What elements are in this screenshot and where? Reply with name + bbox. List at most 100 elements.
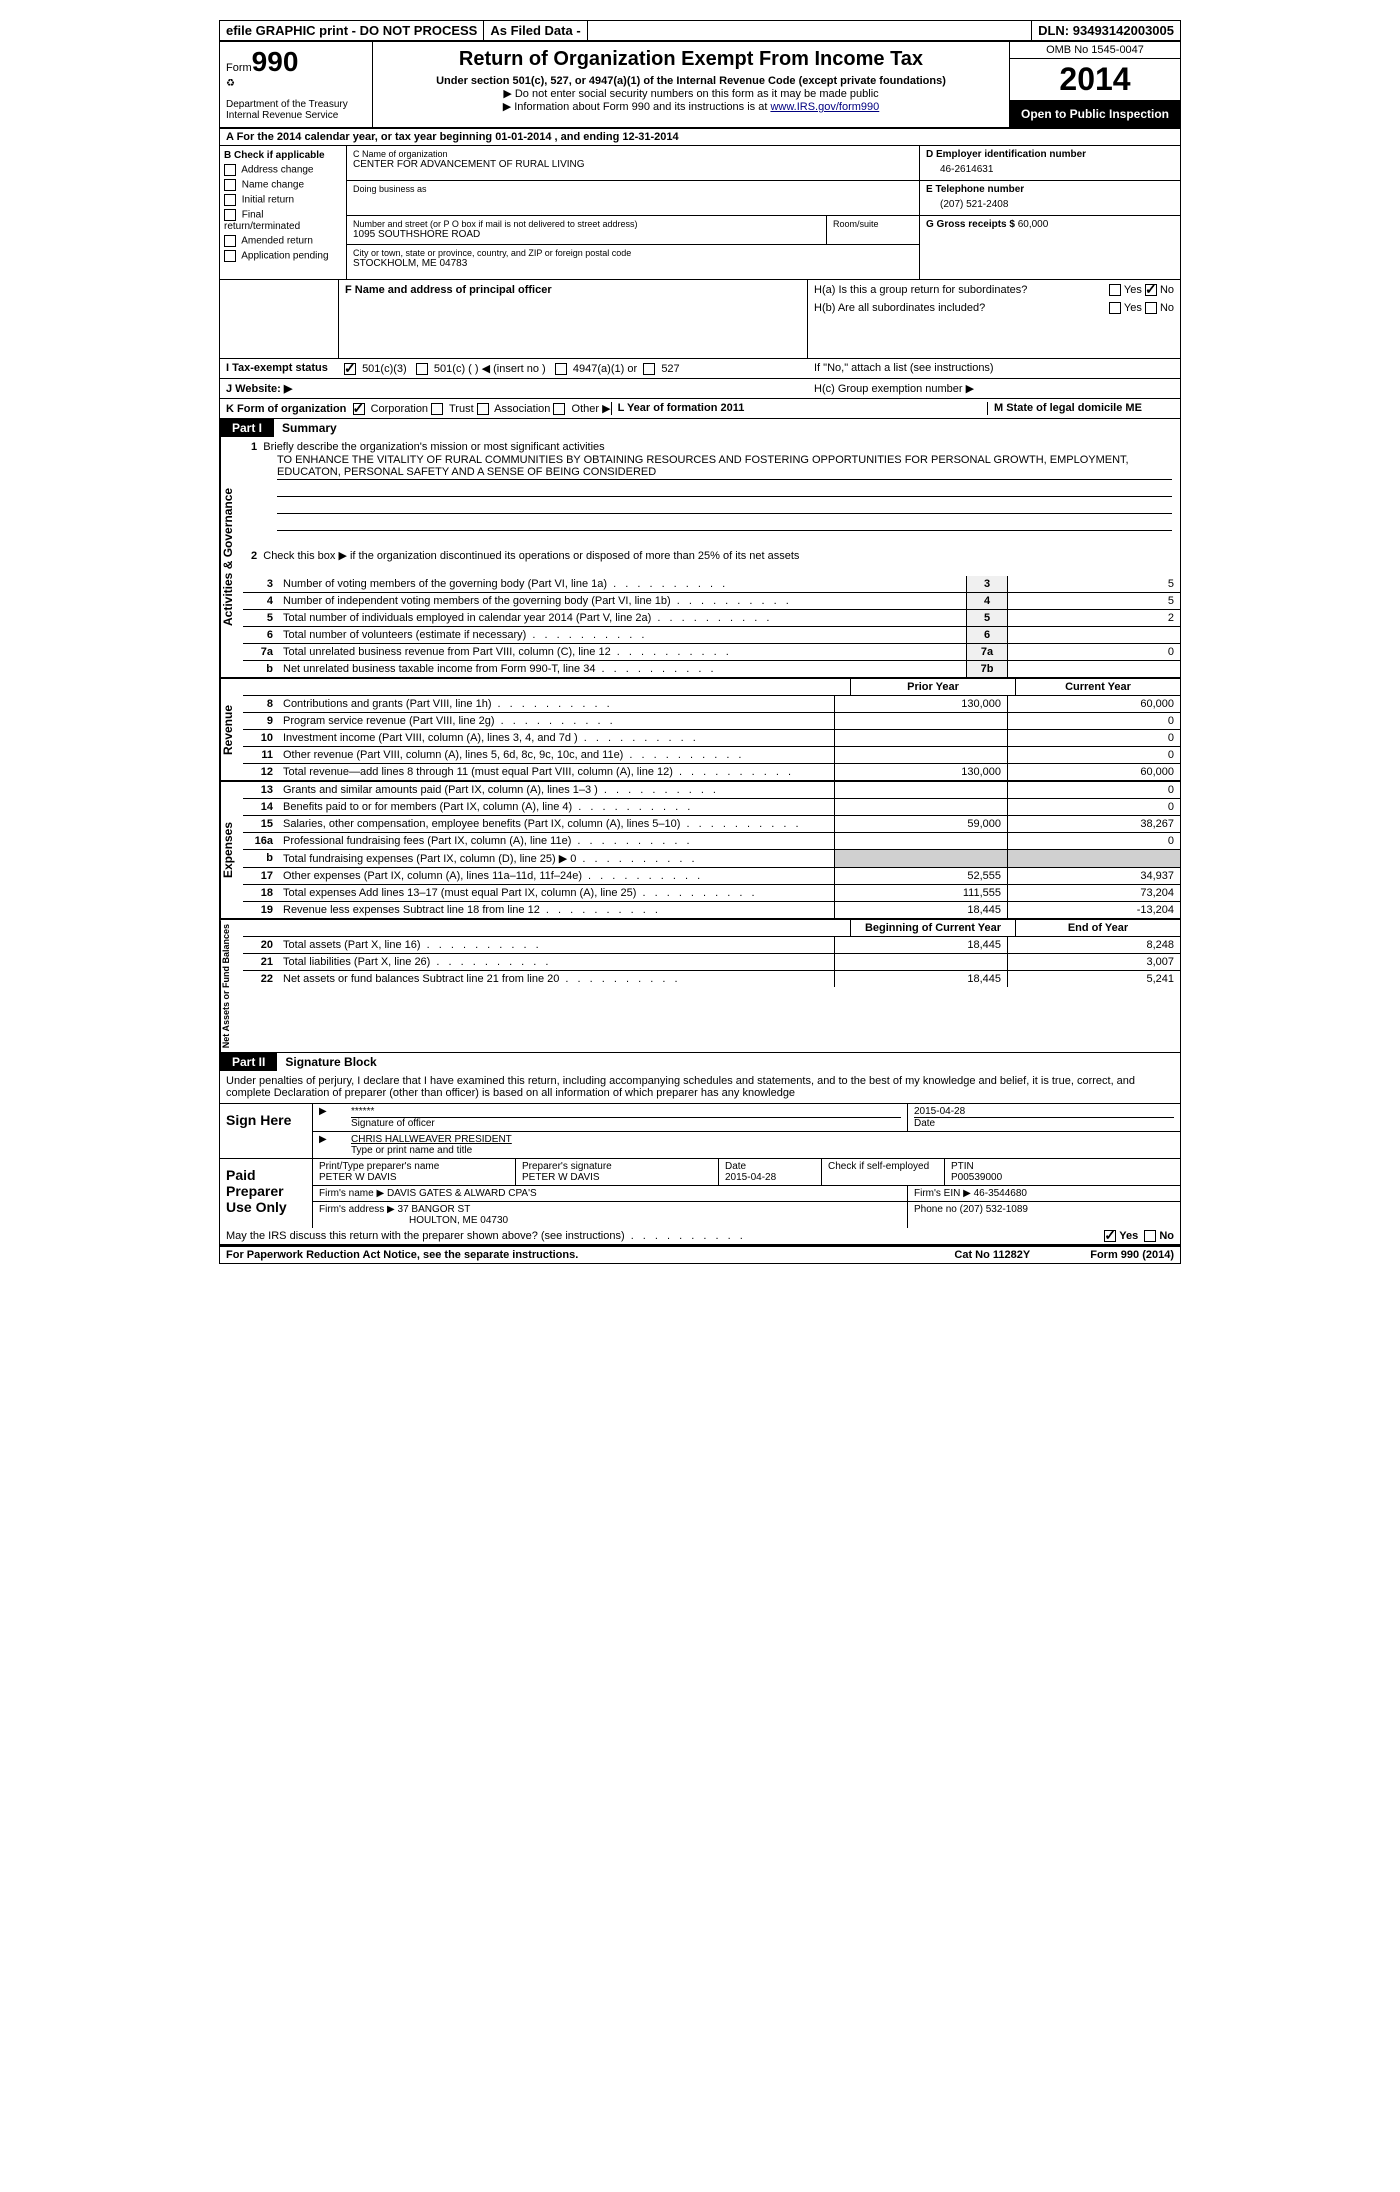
prep-line-3: Firm's address ▶ 37 BANGOR ST HOULTON, M…: [313, 1202, 1180, 1228]
part2-tab: Part II: [220, 1053, 277, 1071]
hb-row: H(b) Are all subordinates included? Yes …: [814, 302, 1174, 314]
year-formation: L Year of formation 2011: [618, 402, 745, 414]
501c3-checkbox[interactable]: [344, 363, 356, 375]
city-cell: City or town, state or province, country…: [347, 245, 919, 279]
discuss-answers: Yes No: [1104, 1230, 1174, 1242]
firm-phone: (207) 532-1089: [960, 1204, 1028, 1215]
no-label-2: No: [1160, 302, 1174, 314]
mission-blank-1: [277, 480, 1172, 497]
checkbox[interactable]: [224, 164, 236, 176]
line-number: 14: [243, 799, 279, 815]
line-text: Professional fundraising fees (Part IX, …: [279, 833, 834, 849]
governance-section: Activities & Governance 1 Briefly descri…: [220, 437, 1180, 679]
opt-corp: Corporation: [371, 403, 428, 415]
data-line: 10Investment income (Part VIII, column (…: [243, 730, 1180, 747]
ha-yes-checkbox[interactable]: [1109, 284, 1121, 296]
line-number: 13: [243, 782, 279, 798]
prep-sig-label: Preparer's signature: [522, 1161, 712, 1172]
gov-side-label: Activities & Governance: [220, 437, 243, 677]
checkbox[interactable]: [224, 235, 236, 247]
part1-header: Part I Summary: [220, 419, 1180, 437]
hc-text: H(c) Group exemption number ▶: [804, 382, 1174, 395]
4947-checkbox[interactable]: [555, 363, 567, 375]
line-text: Total assets (Part X, line 16): [279, 937, 834, 953]
assoc-checkbox[interactable]: [477, 403, 489, 415]
i-options: 501(c)(3) 501(c) ( ) ◀ (insert no ) 4947…: [344, 362, 804, 375]
sig-line-1: ▶ ****** Signature of officer 2015-04-28…: [313, 1104, 1180, 1132]
line-value: 2: [1007, 610, 1180, 626]
header: Form990 ♻ Department of the Treasury Int…: [220, 42, 1180, 129]
hb-yes-checkbox[interactable]: [1109, 302, 1121, 314]
ha-no-checkbox[interactable]: [1145, 284, 1157, 296]
ein: 46-2614631: [926, 160, 1174, 175]
line-number: 19: [243, 902, 279, 918]
tel-cell: E Telephone number (207) 521-2408: [920, 181, 1180, 216]
line-value: 0: [1007, 644, 1180, 660]
hb-answers: Yes No: [1109, 302, 1174, 314]
prior-year-value: 18,445: [834, 937, 1007, 953]
mission-box: 1 Briefly describe the organization's mi…: [243, 437, 1180, 543]
no-label: No: [1160, 284, 1174, 296]
data-line: 12Total revenue—add lines 8 through 11 (…: [243, 764, 1180, 780]
mission-text: TO ENHANCE THE VITALITY OF RURAL COMMUNI…: [277, 453, 1172, 480]
col-b-item: Name change: [224, 179, 342, 191]
line-number: 11: [243, 747, 279, 763]
trust-checkbox[interactable]: [431, 403, 443, 415]
cat-no: Cat No 11282Y: [954, 1249, 1030, 1261]
501c-checkbox[interactable]: [416, 363, 428, 375]
checkbox[interactable]: [224, 250, 236, 262]
irs-link[interactable]: www.IRS.gov/form990: [770, 101, 879, 113]
527-checkbox[interactable]: [643, 363, 655, 375]
opt-527: 527: [661, 363, 679, 375]
city-label: City or town, state or province, country…: [353, 248, 913, 258]
data-line: 15Salaries, other compensation, employee…: [243, 816, 1180, 833]
checkbox[interactable]: [224, 194, 236, 206]
opt-assoc: Association: [494, 403, 550, 415]
footer: For Paperwork Reduction Act Notice, see …: [220, 1246, 1180, 1263]
other-checkbox[interactable]: [553, 403, 565, 415]
current-year-value: 0: [1007, 799, 1180, 815]
omb-number: OMB No 1545-0047: [1010, 42, 1180, 59]
declaration-text: Under penalties of perjury, I declare th…: [220, 1071, 1180, 1104]
section-bcd: B Check if applicable Address change Nam…: [220, 146, 1180, 280]
line-text: Total liabilities (Part X, line 26): [279, 954, 834, 970]
opt-4947: 4947(a)(1) or: [573, 363, 637, 375]
officer-name: CHRIS HALLWEAVER PRESIDENT: [351, 1134, 1174, 1145]
column-b: B Check if applicable Address change Nam…: [220, 146, 347, 279]
data-line: 11Other revenue (Part VIII, column (A), …: [243, 747, 1180, 764]
instruction-1: ▶ Do not enter social security numbers o…: [383, 87, 999, 100]
current-year-value: 8,248: [1007, 937, 1180, 953]
m-state: M State of legal domicile ME: [987, 402, 1174, 415]
hb-no-checkbox[interactable]: [1145, 302, 1157, 314]
gross-label: G Gross receipts $: [926, 219, 1015, 230]
dba-cell: Doing business as: [347, 181, 919, 216]
fh-row: F Name and address of principal officer …: [220, 280, 1180, 359]
mission-blank-2: [277, 497, 1172, 514]
checkbox[interactable]: [224, 209, 236, 221]
line-text: Other revenue (Part VIII, column (A), li…: [279, 747, 834, 763]
discuss-no-checkbox[interactable]: [1144, 1230, 1156, 1242]
firm-ein: 46-3544680: [974, 1188, 1027, 1199]
firm-name-label: Firm's name ▶: [319, 1188, 384, 1199]
checkbox[interactable]: [224, 179, 236, 191]
col-b-header: B Check if applicable: [224, 150, 342, 161]
form-prefix: Form: [226, 62, 252, 74]
line-number: 22: [243, 971, 279, 987]
address: 1095 SOUTHSHORE ROAD: [353, 229, 820, 240]
line-box: 6: [966, 627, 1007, 643]
prep-name: PETER W DAVIS: [319, 1172, 509, 1183]
prior-year-value: 18,445: [834, 902, 1007, 918]
corp-checkbox[interactable]: [353, 403, 365, 415]
discuss-yes-checkbox[interactable]: [1104, 1230, 1116, 1242]
hb-note: If "No," attach a list (see instructions…: [804, 362, 1174, 375]
paperwork-notice: For Paperwork Reduction Act Notice, see …: [226, 1249, 578, 1261]
current-year-value: 0: [1007, 782, 1180, 798]
line2-num: 2: [251, 550, 257, 562]
net-side-label: Net Assets or Fund Balances: [220, 920, 243, 1052]
self-emp-label: Check if self-employed: [828, 1161, 929, 1172]
col-b-item: Amended return: [224, 235, 342, 247]
preparer-body: Print/Type preparer's name PETER W DAVIS…: [313, 1159, 1180, 1228]
sig-stars: ******: [351, 1106, 901, 1117]
gov-line: 6Total number of volunteers (estimate if…: [243, 627, 1180, 644]
sign-here-label: Sign Here: [220, 1104, 313, 1158]
